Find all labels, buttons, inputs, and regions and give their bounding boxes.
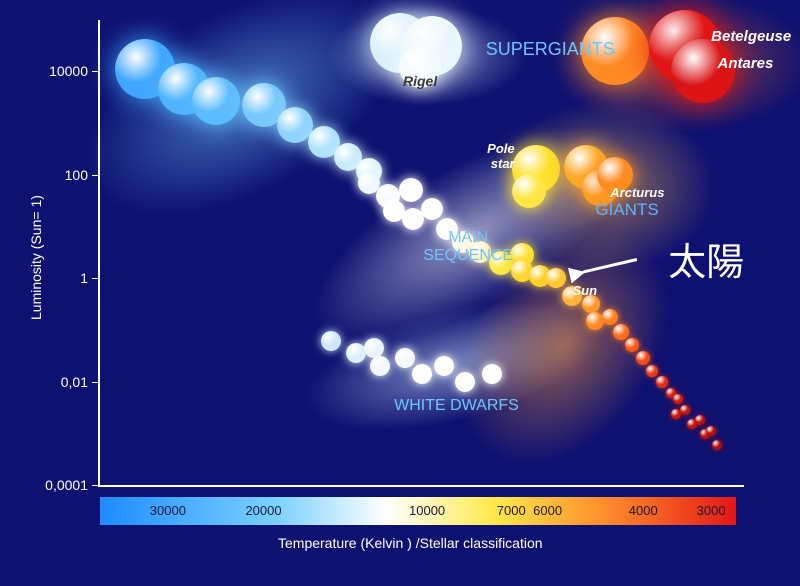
star: [625, 338, 639, 352]
label-polestar: Polestar: [487, 141, 514, 171]
star: [673, 394, 683, 404]
hr-diagram: Temperature (Kelvin ) /Stellar classific…: [0, 0, 800, 586]
ytick-label: 1: [80, 270, 88, 286]
ytick-mark: [92, 278, 100, 279]
star: [421, 198, 443, 220]
label-whitedwarfs: WHITE DWARFS: [394, 397, 519, 415]
ytick-mark: [92, 382, 100, 383]
star: [680, 405, 690, 415]
xtick-label: 6000: [528, 503, 568, 518]
star: [706, 426, 716, 436]
star: [695, 415, 705, 425]
star: [364, 338, 384, 358]
label-arcturus: Arcturus: [610, 185, 664, 200]
xtick-label: 10000: [407, 503, 447, 518]
star: [512, 174, 546, 208]
star: [455, 372, 475, 392]
star: [602, 309, 618, 325]
star: [434, 356, 454, 376]
x-axis-label: Temperature (Kelvin ) /Stellar classific…: [278, 535, 543, 551]
star: [546, 268, 566, 288]
star: [399, 178, 423, 202]
ytick-mark: [92, 71, 100, 72]
xtick-label: 20000: [244, 503, 284, 518]
star: [192, 77, 240, 125]
star: [370, 356, 390, 376]
xtick-label: 30000: [148, 503, 188, 518]
ytick-mark: [92, 175, 100, 176]
star: [613, 324, 629, 340]
star: [346, 343, 366, 363]
xtick-label: 7000: [491, 503, 531, 518]
star: [646, 365, 658, 377]
xtick-label: 4000: [623, 503, 663, 518]
star: [482, 364, 502, 384]
star: [636, 351, 650, 365]
star: [712, 440, 722, 450]
label-sun: Sun: [572, 283, 597, 298]
y-axis-label: Luminosity (Sun= 1): [28, 195, 44, 320]
label-betelgeuse: Betelgeuse: [711, 28, 791, 45]
star: [395, 348, 415, 368]
label-supergiants: SUPERGIANTS: [486, 39, 615, 60]
star: [412, 364, 432, 384]
label-rigel: Rigel: [403, 73, 437, 89]
label-antares: Antares: [718, 55, 774, 72]
star: [321, 331, 341, 351]
ytick-label: 100: [65, 167, 88, 183]
y-axis-line: [98, 20, 100, 485]
xtick-label: 3000: [691, 503, 731, 518]
annotation-sun-text: 太陽: [668, 231, 744, 286]
label-mainseq: MAINSEQUENCE: [423, 229, 513, 265]
ytick-mark: [92, 485, 100, 486]
ytick-label: 10000: [49, 63, 88, 79]
label-giants: GIANTS: [595, 200, 658, 220]
ytick-label: 0,01: [61, 374, 88, 390]
ytick-label: 0,0001: [45, 477, 88, 493]
star: [656, 376, 668, 388]
x-axis-line: [98, 485, 744, 487]
